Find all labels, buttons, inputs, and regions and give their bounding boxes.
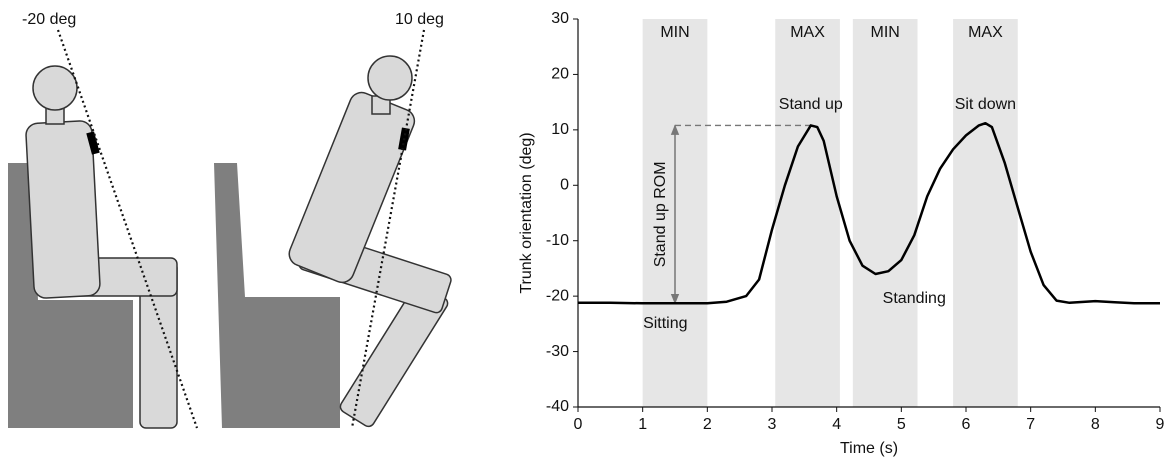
x-tick-label: 4 [832, 416, 841, 433]
x-tick-label: 2 [703, 416, 712, 433]
annotation: Sit down [955, 96, 1016, 113]
y-tick-label: 0 [560, 177, 569, 194]
x-tick-label: 5 [897, 416, 906, 433]
phase-region [953, 19, 1018, 407]
y-tick-label: -20 [546, 287, 569, 304]
phase-label: MAX [790, 24, 825, 41]
angle-label: 10 deg [395, 11, 444, 28]
head [33, 66, 77, 110]
x-tick-label: 6 [962, 416, 971, 433]
rom-label: Stand up ROM [652, 161, 669, 267]
y-tick-label: -10 [546, 232, 569, 249]
y-tick-label: 10 [551, 121, 569, 138]
y-tick-label: 20 [551, 66, 569, 83]
y-tick-label: 30 [551, 10, 569, 27]
x-axis-label: Time (s) [840, 440, 898, 457]
x-tick-label: 8 [1091, 416, 1100, 433]
x-tick-label: 9 [1156, 416, 1165, 433]
y-tick-label: -30 [546, 343, 569, 360]
phase-region [853, 19, 918, 407]
x-tick-label: 7 [1026, 416, 1035, 433]
x-tick-label: 3 [768, 416, 777, 433]
figure: -20 deg 10 deg MIN MAX MIN MAX -40 -30 -20 -10 0… [0, 0, 1168, 461]
phase-label: MIN [871, 24, 900, 41]
torso [286, 89, 418, 286]
x-tick-label: 1 [638, 416, 647, 433]
y-tick-label: -40 [546, 398, 569, 415]
x-tick-label: 0 [574, 416, 583, 433]
phase-region [775, 19, 840, 407]
torso [25, 120, 100, 298]
y-axis-label: Trunk orientation (deg) [518, 132, 535, 293]
phase-label: MIN [660, 24, 689, 41]
chart: MIN MAX MIN MAX -40 -30 -20 -10 0 10 20 30 0 1 2 3 4 5 6 7 8… [518, 10, 1164, 457]
annotation: Stand up [779, 96, 843, 113]
annotation: Sitting [643, 315, 687, 332]
head [368, 56, 412, 100]
angle-label: -20 deg [22, 11, 76, 28]
diagram: -20 deg 10 deg [8, 11, 453, 428]
annotation: Standing [883, 290, 946, 307]
phase-label: MAX [968, 24, 1003, 41]
